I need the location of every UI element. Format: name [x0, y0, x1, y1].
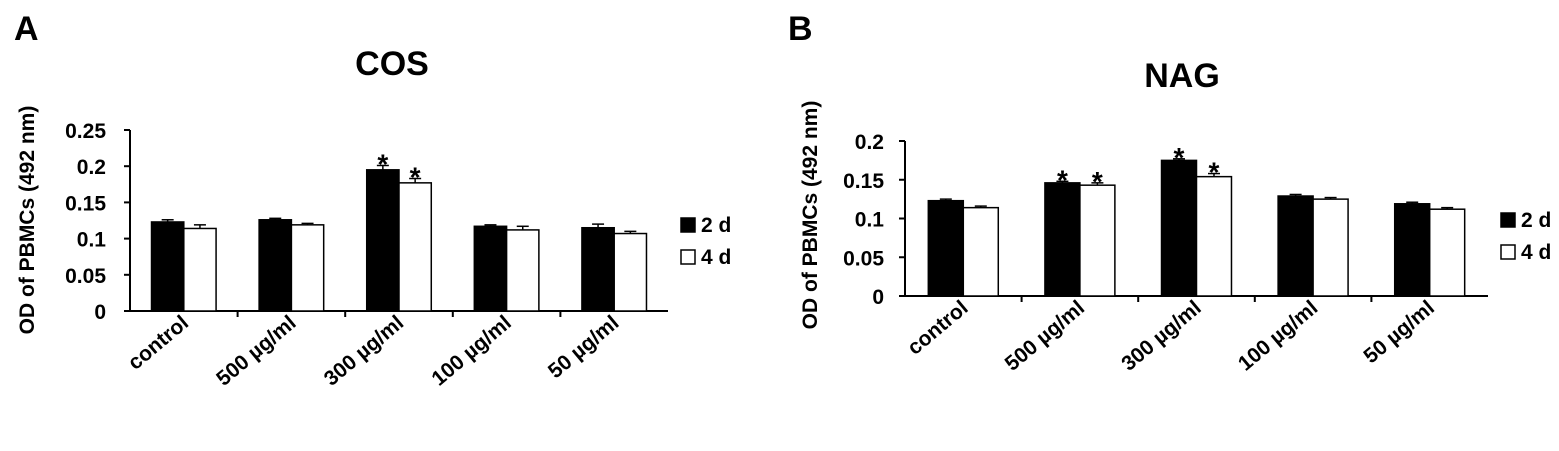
bar	[1393, 203, 1431, 297]
bar	[1079, 184, 1116, 297]
legend-swatch	[1500, 212, 1516, 228]
y-tick-label: 0.1	[77, 229, 107, 252]
y-tick-label: 0.15	[65, 192, 106, 215]
bar	[290, 224, 325, 312]
category-label: 100 µg/ml	[1234, 296, 1322, 375]
y-tick-label: 0.05	[843, 247, 884, 270]
y-axis-label: OD of PBMCs (492 nm)	[799, 101, 822, 330]
bar	[505, 229, 540, 312]
panel-letter: B	[788, 10, 813, 48]
category-label: 500 µg/ml	[1001, 296, 1089, 375]
category-label: 100 µg/ml	[427, 311, 515, 390]
significance-marker: *	[1209, 157, 1220, 188]
bar	[1277, 195, 1314, 297]
bar	[1160, 159, 1198, 297]
bar	[1195, 175, 1233, 297]
category-label: control	[903, 296, 972, 359]
y-tick-label: 0.1	[855, 209, 885, 232]
y-tick-label: 0	[94, 301, 106, 324]
y-tick-label: 0.05	[65, 265, 106, 288]
y-axis-label: OD of PBMCs (492 nm)	[16, 106, 39, 335]
bar	[473, 225, 508, 312]
bar	[1044, 182, 1081, 297]
significance-marker: *	[377, 148, 388, 179]
y-tick-label: 0.25	[65, 120, 106, 143]
bar	[927, 199, 965, 297]
legend-label: 4 d	[1521, 241, 1551, 264]
significance-marker: *	[410, 162, 421, 193]
chart-title: NAG	[1144, 57, 1220, 95]
legend-label: 2 d	[1521, 209, 1551, 232]
chart-panel-b: B NAG OD of PBMCs (492 nm) 0 0.05 0.1 0.15 0.2 c…	[788, 10, 1551, 376]
category-label: 500 µg/ml	[212, 311, 300, 390]
significance-marker: *	[1057, 164, 1068, 195]
y-tick-label: 0.2	[77, 156, 106, 179]
bar	[398, 182, 433, 312]
y-tick-label: 0.15	[843, 170, 884, 193]
legend-swatch	[680, 217, 696, 233]
category-label: control	[124, 311, 193, 374]
bar	[150, 221, 185, 312]
category-label: 300 µg/ml	[320, 311, 408, 390]
bar	[1312, 198, 1349, 297]
bar	[183, 227, 217, 312]
legend-label: 4 d	[701, 246, 731, 269]
legend-swatch	[1500, 244, 1516, 260]
category-label: 50 µg/ml	[544, 311, 623, 383]
bar	[581, 226, 615, 312]
panel-letter: A	[14, 10, 39, 48]
legend-swatch	[680, 249, 696, 265]
bar	[613, 232, 648, 312]
category-label: 300 µg/ml	[1117, 296, 1205, 375]
y-tick-label: 0.2	[855, 131, 884, 154]
significance-marker: *	[1092, 166, 1103, 197]
bar	[258, 219, 293, 312]
significance-marker: *	[1174, 142, 1185, 173]
category-label: 50 µg/ml	[1359, 296, 1438, 368]
bar	[365, 169, 400, 312]
chart-title: COS	[355, 45, 429, 83]
y-tick-label: 0	[872, 286, 884, 309]
chart-panel-a: A COS OD of PBMCs (492 nm) 0 0.05 0.1 0.15 0.2 0…	[14, 10, 731, 391]
bar	[962, 206, 1000, 297]
legend-label: 2 d	[701, 214, 731, 237]
bar	[1428, 208, 1466, 297]
